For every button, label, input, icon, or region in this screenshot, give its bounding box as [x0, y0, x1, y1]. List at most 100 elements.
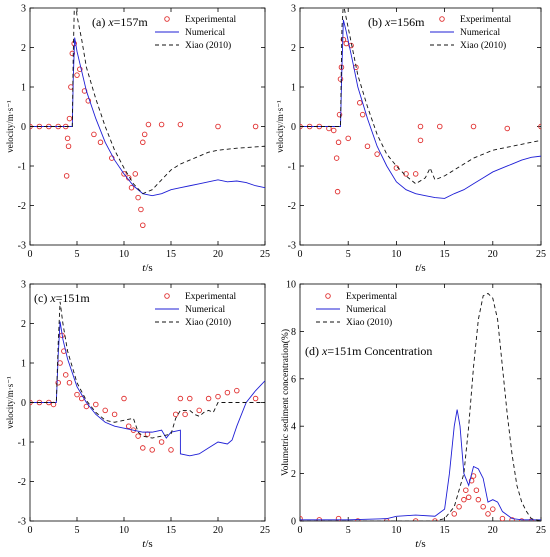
- y-axis-label: velocity/m·s⁻¹: [5, 376, 15, 429]
- experimental-point: [74, 72, 80, 78]
- experimental-point: [417, 123, 424, 130]
- experimental-point: [518, 518, 525, 521]
- x-axis-label: t/s: [142, 538, 152, 550]
- experimental-point: [359, 111, 366, 118]
- panel-a: 0 5 10 15 20 25 -3 -2 -1 0 1 2 3 t/s velocity/m·s⁻¹ Exp…: [5, 4, 270, 275]
- x-axis-label-unit: /s: [145, 262, 152, 274]
- panel-label: (a) x=157m: [92, 15, 148, 29]
- panel-label-var: x: [384, 15, 391, 29]
- x-axis-label-unit: /s: [145, 538, 152, 550]
- experimental-point: [97, 139, 104, 146]
- experimental-point: [182, 411, 188, 418]
- x-axis-label-var: t: [142, 262, 146, 274]
- y-tick-label: -1: [288, 162, 296, 173]
- experimental-point: [336, 111, 343, 118]
- y-tick-label: -3: [18, 241, 26, 252]
- experimental-point: [330, 127, 337, 134]
- experimental-point: [93, 401, 99, 408]
- x-tick-label: 10: [391, 525, 401, 536]
- y-tick-label: 0: [291, 122, 296, 133]
- experimental-point: [504, 125, 511, 132]
- experimental-point: [432, 518, 438, 521]
- experimental-point: [490, 506, 496, 512]
- experimental-point: [333, 155, 340, 161]
- y-tick-label: 2: [21, 43, 26, 54]
- experimental-point: [538, 123, 541, 130]
- experimental-point: [187, 395, 193, 402]
- experimental-point: [83, 403, 90, 410]
- numerical-line: [300, 19, 541, 199]
- experimental-point: [132, 171, 139, 177]
- legend-marker-experimental: [164, 293, 170, 299]
- panel-label-var: x: [107, 15, 114, 29]
- experimental-point: [172, 411, 179, 418]
- x-tick-label: 5: [75, 249, 80, 260]
- data-area: [30, 301, 265, 457]
- experimental-point: [109, 155, 115, 161]
- experimental-point: [64, 135, 71, 142]
- y-tick-label: 0: [21, 398, 26, 409]
- experimental-point: [125, 423, 132, 429]
- experimental-point: [65, 143, 72, 149]
- experimental-point: [451, 511, 457, 517]
- experimental-point: [463, 487, 469, 493]
- experimental-point: [470, 123, 477, 130]
- experimental-point: [66, 380, 73, 386]
- y-tick-label: 6: [291, 374, 296, 385]
- legend-label: Numerical: [185, 28, 225, 38]
- y-tick-label: -2: [18, 201, 26, 212]
- experimental-point: [55, 380, 61, 386]
- y-tick-label: -3: [18, 517, 26, 528]
- x-tick-label: 20: [213, 249, 223, 260]
- experimental-point: [135, 433, 141, 439]
- legend: Experimental Numerical Xiao (2010): [155, 292, 237, 328]
- experimental-point: [91, 131, 97, 138]
- x-axis-label-var: t: [415, 538, 419, 550]
- legend-label: Xiao (2010): [185, 317, 231, 328]
- experimental-point: [475, 496, 482, 503]
- x-axis-label-var: t: [142, 538, 146, 550]
- x-axis-label: t/s: [142, 262, 152, 274]
- experimental-point: [224, 389, 231, 396]
- legend-label: Xiao (2010): [460, 40, 506, 51]
- y-tick-label: 3: [21, 280, 26, 291]
- experimental-point: [57, 360, 63, 366]
- legend-marker-experimental: [164, 16, 170, 22]
- experimental-point: [509, 517, 515, 521]
- numerical-line: [30, 321, 265, 457]
- experimental-point: [456, 504, 462, 510]
- panel-label-suffix: =157m: [114, 15, 149, 29]
- experimental-point: [437, 123, 443, 130]
- panel-label: (b) x=156m: [368, 15, 425, 29]
- experimental-point: [168, 447, 174, 453]
- experimental-point: [343, 40, 350, 47]
- y-tick-label: -2: [288, 201, 296, 212]
- plot-frame: [299, 283, 542, 522]
- experimental-point: [337, 76, 344, 82]
- x-tick-label: 5: [346, 525, 351, 536]
- experimental-point: [215, 123, 221, 130]
- experimental-point: [177, 121, 184, 128]
- y-tick-label: -1: [18, 162, 26, 173]
- experimental-point: [340, 36, 347, 43]
- panel-c: 0 5 10 15 20 25 -3 -2 -1 0 1 2 3 t/s velocity/m·s⁻¹ Exp…: [5, 280, 270, 551]
- x-tick-label: 25: [536, 525, 546, 536]
- legend-label: Numerical: [460, 28, 500, 38]
- x-axis-label: t/s: [415, 262, 425, 274]
- y-tick-label: -3: [288, 241, 296, 252]
- y-tick-label: 2: [291, 469, 296, 480]
- x-axis-label: t/s: [415, 538, 425, 550]
- x-tick-label: 20: [488, 249, 498, 260]
- data-area: [300, 8, 541, 199]
- y-axis-label: Volumetric sediment concentration(%): [280, 329, 291, 476]
- x-tick-label: 0: [28, 525, 33, 536]
- y-tick-label: 1: [21, 359, 26, 370]
- legend-label: Experimental: [346, 292, 398, 302]
- panel-label-suffix: =151m: [56, 291, 91, 305]
- x-tick-label: 20: [488, 525, 498, 536]
- experimental-point: [177, 395, 184, 402]
- x-tick-label: 15: [166, 525, 176, 536]
- experimental-point: [158, 439, 165, 445]
- xiao-line: [30, 301, 265, 439]
